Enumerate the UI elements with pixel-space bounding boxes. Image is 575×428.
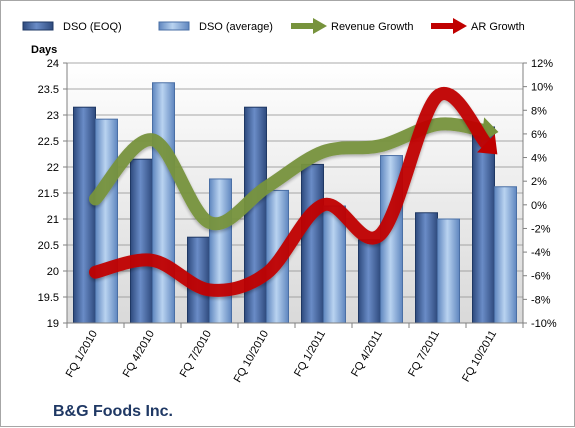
y-tick-right: 12%: [531, 58, 553, 70]
bar-dso-eoq: [472, 126, 495, 324]
y-tick-right: -10%: [531, 318, 557, 330]
y-tick-left: 19.5: [38, 292, 59, 304]
legend-label: DSO (EOQ): [63, 21, 122, 33]
y-tick-right: 0%: [531, 200, 547, 212]
legend-swatch-arrow: [313, 18, 327, 34]
y-tick-left: 20: [47, 266, 59, 278]
growth-lines: [89, 87, 499, 297]
x-tick-label: FQ 1/2011: [292, 329, 328, 379]
line-ar-growth-arrowhead: [476, 134, 498, 155]
y-tick-left: 22.5: [38, 136, 59, 148]
x-tick-label: FQ 4/2010: [121, 329, 157, 380]
y-tick-left: 22: [47, 162, 59, 174]
x-tick-label: FQ 1/2010: [64, 329, 100, 380]
legend-label: Revenue Growth: [331, 21, 414, 33]
y-tick-left: 21: [47, 214, 59, 226]
bar-dso-average: [209, 178, 232, 324]
x-tick-label: FQ 10/2010: [232, 329, 271, 385]
bar-dso-eoq: [130, 158, 153, 324]
y-tick-right: -6%: [531, 271, 551, 283]
x-tick-label: FQ 7/2010: [178, 329, 214, 380]
company-label: B&G Foods Inc.: [53, 403, 173, 420]
y-tick-left: 24: [47, 58, 59, 70]
bar-dso-eoq: [415, 212, 438, 324]
y-tick-left: 19: [47, 318, 59, 330]
line-ar-growth: [89, 87, 493, 297]
y-tick-left: 21.5: [38, 188, 59, 200]
legend-label: AR Growth: [471, 21, 525, 33]
x-tick-label: FQ 4/2011: [349, 329, 385, 379]
y-tick-right: 8%: [531, 105, 547, 117]
bar-dso-average: [494, 186, 517, 324]
y-tick-left: 23.5: [38, 84, 59, 96]
x-tick-label: FQ 10/2011: [460, 329, 499, 385]
legend: DSO (EOQ) DSO (average) Revenue Growth AR G…: [22, 18, 525, 34]
y-tick-right: -4%: [531, 247, 551, 259]
legend-swatch-arrow: [453, 18, 467, 34]
y-tick-right: 10%: [531, 82, 553, 94]
y-tick-right: 2%: [531, 176, 547, 188]
bar-dso-eoq: [358, 239, 381, 324]
y-axis-left-title: Days: [31, 44, 57, 56]
legend-swatch-dso-eoq: [22, 21, 54, 31]
y-tick-right: 4%: [531, 153, 547, 165]
bar-dso-average: [152, 82, 175, 324]
bar-dso-eoq: [73, 106, 96, 324]
y-tick-right: -8%: [531, 294, 551, 306]
y-tick-left: 23: [47, 110, 59, 122]
y-tick-right: 6%: [531, 129, 547, 141]
legend-swatch-dso-average: [158, 21, 190, 31]
bar-dso-average: [323, 205, 346, 324]
bar-dso-average: [95, 118, 118, 324]
bar-dso-eoq: [301, 163, 324, 324]
y-tick-left: 20.5: [38, 240, 59, 252]
legend-label: DSO (average): [199, 21, 273, 33]
x-tick-label: FQ 7/2011: [406, 329, 442, 379]
bar-dso-average: [437, 218, 460, 324]
y-tick-right: -2%: [531, 223, 551, 235]
